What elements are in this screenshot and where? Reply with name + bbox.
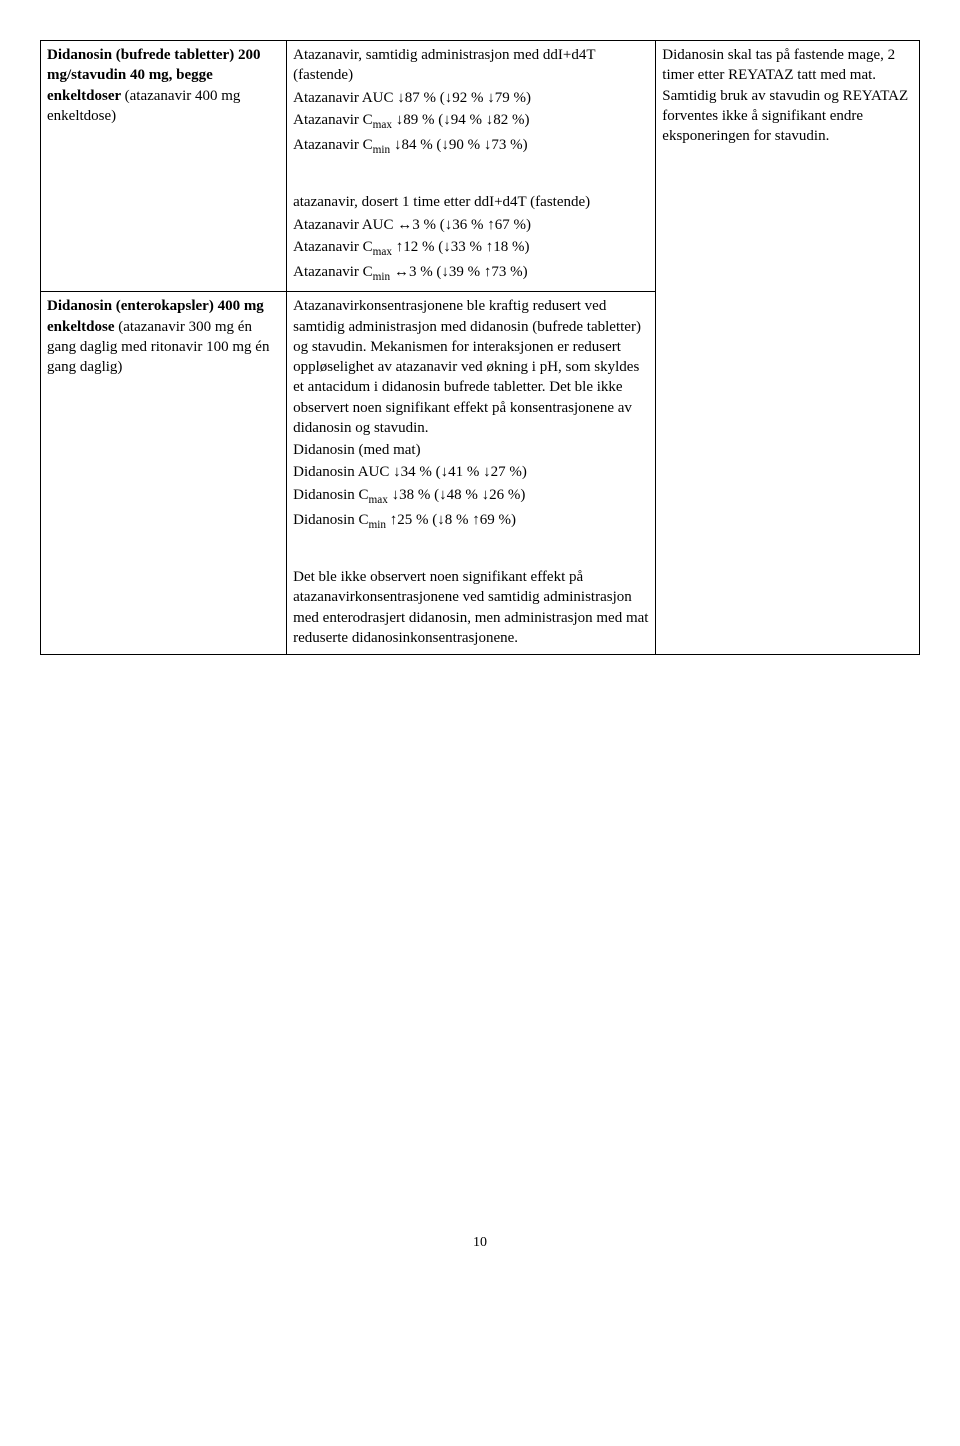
text-segment: Didanosin (med mat) xyxy=(293,442,420,458)
text-segment: ↓84 % (↓90 % ↓73 %) xyxy=(390,137,527,153)
paragraph: Atazanavir Cmax ↑12 % (↓33 % ↑18 %) xyxy=(293,237,649,260)
text-segment: Atazanavir C xyxy=(293,264,373,280)
text-segment: Det ble ikke observert noen signifikant … xyxy=(293,569,648,646)
paragraph: Didanosin skal tas på fastende mage, 2 t… xyxy=(662,45,913,146)
text-segment: Didanosin skal tas på fastende mage, 2 t… xyxy=(662,47,908,144)
drug-cell: Didanosin (enterokapsler) 400 mg enkeltd… xyxy=(41,292,287,655)
paragraph xyxy=(293,170,649,190)
text-segment: Atazanavir C xyxy=(293,112,373,128)
text-segment: ↓89 % (↓94 % ↓82 %) xyxy=(392,112,529,128)
text-segment: Didanosin C xyxy=(293,487,368,503)
paragraph: Atazanavir AUC ↔3 % (↓36 % ↑67 %) xyxy=(293,215,649,235)
text-segment: ↔3 % (↓39 % ↑73 %) xyxy=(390,264,527,280)
text-segment: Atazanavir, samtidig administrasjon med … xyxy=(293,47,595,83)
text-segment: Atazanavir C xyxy=(293,137,373,153)
page-number: 10 xyxy=(40,1235,920,1251)
text-segment: ↑12 % (↓33 % ↑18 %) xyxy=(392,239,529,255)
paragraph: Atazanavir Cmax ↓89 % (↓94 % ↓82 %) xyxy=(293,110,649,133)
paragraph: Atazanavir Cmin ↔3 % (↓39 % ↑73 %) xyxy=(293,262,649,285)
paragraph xyxy=(293,545,649,565)
paragraph: Didanosin (med mat) xyxy=(293,440,649,460)
text-segment: Atazanavir C xyxy=(293,239,373,255)
text-segment: ↓38 % (↓48 % ↓26 %) xyxy=(388,487,525,503)
paragraph: Atazanavirkonsentrasjonene ble kraftig r… xyxy=(293,296,649,438)
text-segment: max xyxy=(369,494,388,506)
paragraph: Atazanavir, samtidig administrasjon med … xyxy=(293,45,649,86)
text-segment: max xyxy=(373,119,392,131)
text-segment: max xyxy=(373,246,392,258)
paragraph: Didanosin Cmax ↓38 % (↓48 % ↓26 %) xyxy=(293,485,649,508)
paragraph: Atazanavir Cmin ↓84 % (↓90 % ↓73 %) xyxy=(293,135,649,158)
effect-cell: Atazanavir, samtidig administrasjon med … xyxy=(287,41,656,292)
paragraph: Atazanavir AUC ↓87 % (↓92 % ↓79 %) xyxy=(293,88,649,108)
paragraph: Det ble ikke observert noen signifikant … xyxy=(293,567,649,648)
effect-cell: Atazanavirkonsentrasjonene ble kraftig r… xyxy=(287,292,656,655)
text-segment: ↑25 % (↓8 % ↑69 %) xyxy=(386,512,516,528)
text-segment: Atazanavir AUC ↓87 % (↓92 % ↓79 %) xyxy=(293,90,531,106)
drug-interaction-table: Didanosin (bufrede tabletter) 200 mg/sta… xyxy=(40,40,920,655)
text-segment: Atazanavirkonsentrasjonene ble kraftig r… xyxy=(293,298,641,436)
paragraph: Didanosin Cmin ↑25 % (↓8 % ↑69 %) xyxy=(293,510,649,533)
table-row: Didanosin (bufrede tabletter) 200 mg/sta… xyxy=(41,41,920,292)
drug-cell: Didanosin (bufrede tabletter) 200 mg/sta… xyxy=(41,41,287,292)
recommendation-cell: Didanosin skal tas på fastende mage, 2 t… xyxy=(656,41,920,655)
text-segment: Atazanavir AUC ↔3 % (↓36 % ↑67 %) xyxy=(293,217,531,233)
paragraph: Didanosin AUC ↓34 % (↓41 % ↓27 %) xyxy=(293,462,649,482)
paragraph: atazanavir, dosert 1 time etter ddI+d4T … xyxy=(293,192,649,212)
text-segment: Didanosin C xyxy=(293,512,368,528)
text-segment: min xyxy=(373,271,391,283)
text-segment: min xyxy=(373,144,391,156)
text-segment: atazanavir, dosert 1 time etter ddI+d4T … xyxy=(293,194,590,210)
text-segment: Didanosin AUC ↓34 % (↓41 % ↓27 %) xyxy=(293,464,527,480)
text-segment: min xyxy=(369,519,387,531)
